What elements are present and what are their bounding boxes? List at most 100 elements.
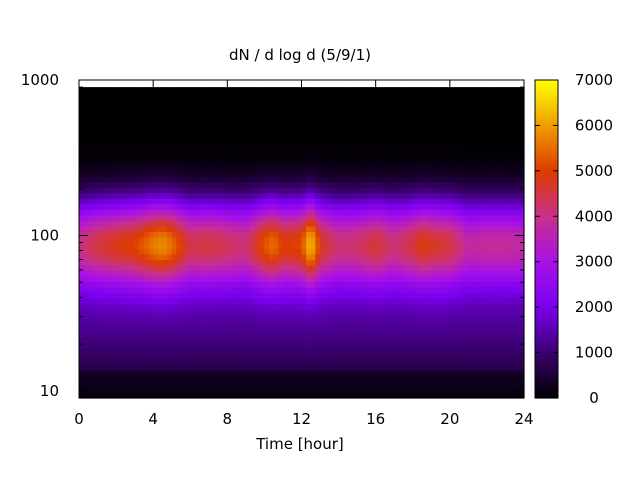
heatmap-cell	[431, 270, 437, 277]
heatmap-cell	[389, 125, 395, 133]
heatmap-cell	[282, 314, 289, 321]
heatmap-cell	[417, 364, 423, 371]
heatmap-cell	[380, 220, 386, 227]
heatmap-cell	[208, 137, 215, 144]
heatmap-cell	[310, 131, 317, 138]
heatmap-cell	[282, 170, 289, 177]
heatmap-cell	[366, 264, 372, 271]
heatmap-cell	[236, 259, 242, 266]
heatmap-cell	[329, 125, 335, 133]
heatmap-cell	[338, 120, 344, 127]
heatmap-cell	[83, 87, 89, 94]
heatmap-cell	[343, 148, 349, 155]
heatmap-cell	[361, 359, 367, 366]
heatmap-cell	[199, 292, 205, 299]
heatmap-cell	[116, 281, 122, 288]
heatmap-cell	[287, 392, 293, 399]
heatmap-cell	[162, 286, 168, 294]
heatmap-cell	[380, 109, 386, 116]
heatmap-cell	[167, 120, 173, 127]
heatmap-cell	[269, 109, 275, 116]
heatmap-cell	[459, 209, 465, 216]
heatmap-cell	[459, 164, 465, 171]
heatmap-cell	[245, 303, 252, 310]
heatmap-cell	[157, 370, 164, 377]
heatmap-cell	[310, 292, 317, 299]
heatmap-cell	[190, 225, 196, 233]
heatmap-cell	[301, 370, 307, 377]
heatmap-cell	[459, 153, 465, 160]
heatmap-cell	[473, 203, 479, 210]
heatmap-cell	[167, 303, 173, 310]
heatmap-cell	[143, 198, 150, 205]
heatmap-cell	[157, 237, 164, 244]
heatmap-cell	[282, 137, 289, 144]
heatmap-cell	[162, 264, 168, 271]
heatmap-cell	[426, 209, 432, 216]
heatmap-cell	[157, 214, 164, 221]
heatmap-cell	[473, 125, 479, 133]
heatmap-cell	[199, 92, 205, 99]
heatmap-cell	[92, 264, 99, 271]
heatmap-cell	[273, 253, 279, 260]
heatmap-cell	[338, 259, 344, 266]
heatmap-cell	[255, 225, 261, 233]
heatmap-cell	[324, 231, 330, 238]
heatmap-cell	[463, 159, 469, 166]
heatmap-cell	[398, 231, 405, 238]
heatmap-cell	[125, 87, 131, 94]
heatmap-cell	[92, 331, 99, 338]
heatmap-cell	[459, 314, 465, 321]
heatmap-cell	[255, 142, 261, 149]
heatmap-cell	[194, 370, 201, 377]
heatmap-cell	[83, 137, 89, 144]
heatmap-cell	[287, 159, 293, 166]
heatmap-cell	[167, 87, 173, 94]
heatmap-cell	[153, 87, 159, 94]
heatmap-cell	[190, 292, 196, 299]
heatmap-cell	[153, 320, 159, 327]
heatmap-cell	[273, 353, 279, 360]
heatmap-cell	[306, 148, 312, 155]
heatmap-cell	[473, 259, 479, 266]
heatmap-cell	[389, 120, 395, 127]
heatmap-cell	[417, 248, 423, 255]
heatmap-cell	[213, 214, 219, 221]
heatmap-cell	[111, 237, 117, 244]
heatmap-cell	[440, 353, 446, 360]
heatmap-cell	[389, 231, 395, 238]
heatmap-cell	[352, 259, 358, 266]
heatmap-cell	[190, 309, 196, 316]
heatmap-cell	[236, 336, 242, 344]
heatmap-cell	[92, 309, 99, 316]
heatmap-cell	[218, 120, 224, 127]
heatmap-cell	[449, 187, 456, 194]
heatmap-cell	[204, 170, 210, 177]
heatmap-cell	[449, 114, 456, 122]
heatmap-cell	[111, 392, 117, 399]
heatmap-cell	[473, 253, 479, 260]
heatmap-cell	[384, 159, 391, 166]
heatmap-cell	[180, 231, 187, 238]
heatmap-cell	[269, 348, 275, 355]
heatmap-cell	[199, 325, 205, 332]
heatmap-cell	[282, 164, 289, 171]
heatmap-cell	[287, 103, 293, 110]
heatmap-cell	[148, 198, 154, 205]
heatmap-cell	[352, 353, 358, 360]
heatmap-cell	[287, 314, 293, 321]
heatmap-cell	[259, 253, 266, 260]
heatmap-cell	[347, 270, 354, 277]
heatmap-cell	[477, 198, 483, 205]
heatmap-cell	[176, 214, 182, 221]
heatmap-cell	[352, 87, 358, 94]
heatmap-cell	[236, 281, 242, 288]
heatmap-cell	[102, 253, 108, 260]
heatmap-cell	[245, 381, 252, 388]
heatmap-cell	[486, 198, 493, 205]
heatmap-cell	[333, 109, 340, 116]
heatmap-cell	[477, 164, 483, 171]
heatmap-cell	[241, 314, 247, 321]
heatmap-cell	[384, 125, 391, 133]
heatmap-cell	[357, 242, 363, 249]
